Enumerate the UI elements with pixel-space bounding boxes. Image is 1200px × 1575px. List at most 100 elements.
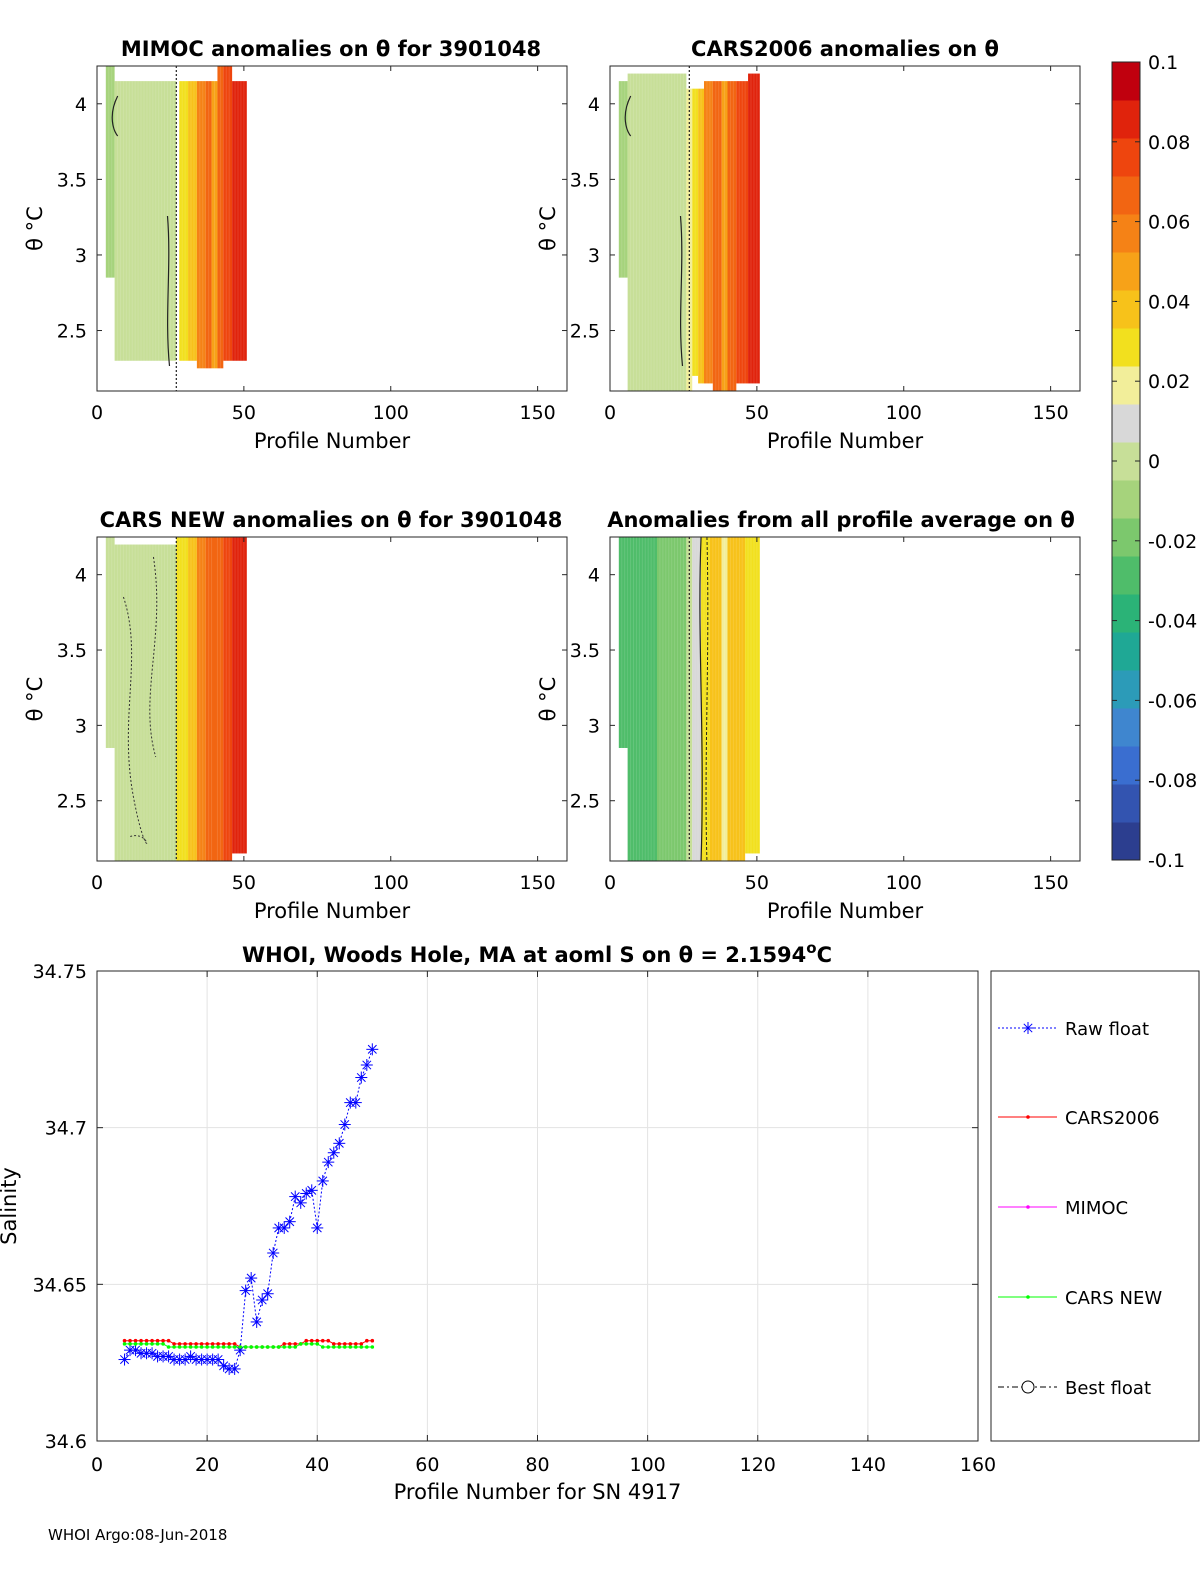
x-tick-label: 160 <box>960 1454 996 1476</box>
colorbar-tick-label: 0.04 <box>1148 291 1190 313</box>
cars-new-point <box>353 1345 358 1349</box>
heatmap-cells <box>618 66 760 391</box>
heatmap-column <box>739 537 746 861</box>
title-unit-c: C <box>817 943 832 967</box>
cars2006-point <box>188 1342 193 1346</box>
cars2006-point <box>150 1338 154 1343</box>
legend-label: CARS NEW <box>1065 1288 1162 1309</box>
x-tick-label: 150 <box>519 402 555 424</box>
contour-line <box>679 215 684 367</box>
x-tick-label: 100 <box>629 1454 665 1476</box>
x-tick-label: 150 <box>1032 872 1068 894</box>
cars2006-point <box>370 1338 375 1343</box>
raw-float-point <box>322 1156 335 1169</box>
heatmap-column <box>105 66 115 278</box>
heatmap-column <box>205 81 212 369</box>
y-tick-label: 3 <box>75 245 87 267</box>
cars-new-point <box>249 1345 253 1349</box>
cars-new-point <box>254 1345 259 1349</box>
colorbar-segment <box>1112 556 1140 595</box>
heatmap-column <box>223 537 233 861</box>
cars2006-point <box>320 1338 325 1343</box>
colorbar-segment <box>1112 328 1140 367</box>
heatmap-column <box>176 537 189 861</box>
colorbar: 0.1 0.08 0.06 0.04 0.02 0 -0.02 -0.04 -0.06 -0.08… <box>1111 52 1197 872</box>
heatmap-column <box>211 81 218 369</box>
panel-title: Anomalies from all profile average on θ <box>607 508 1075 532</box>
colorbar-tick-label: 0.02 <box>1148 371 1190 393</box>
x-tick-label: 50 <box>232 872 256 894</box>
cars-new-point <box>276 1345 281 1349</box>
heatmap-column <box>105 537 115 748</box>
raw-float-point <box>162 1350 175 1363</box>
axes-box <box>96 536 568 862</box>
y-tick-label: 3.5 <box>570 169 600 191</box>
y-tick-label: 34.6 <box>45 1431 87 1453</box>
heatmap-column <box>657 537 687 861</box>
heatmap-column <box>196 537 206 861</box>
cars2006-point <box>232 1342 237 1346</box>
y-tick-label: 2.5 <box>57 791 87 813</box>
colorbar-segment <box>1112 822 1140 861</box>
x-tick-label: 100 <box>373 872 409 894</box>
heatmap-column <box>727 537 740 861</box>
y-tick-label: 4 <box>75 94 87 116</box>
raw-float-point <box>212 1353 225 1366</box>
cars-new-point <box>122 1342 127 1346</box>
colorbar-segment <box>1112 480 1140 519</box>
x-tick-label: 100 <box>373 402 409 424</box>
cars-new-point <box>359 1345 364 1349</box>
y-axis-label: θ °C <box>536 206 560 251</box>
y-tick-label: 3 <box>588 715 600 737</box>
heatmap-cells <box>105 66 247 391</box>
heatmap-column <box>232 81 247 361</box>
cars-new-point <box>326 1345 331 1349</box>
colorbar-tick-label: 0.1 <box>1148 52 1178 74</box>
contour-line <box>122 596 148 844</box>
raw-float-point <box>305 1184 318 1197</box>
cars2006-point <box>183 1342 187 1346</box>
series-cars-new-line <box>124 1343 373 1348</box>
contour-line <box>149 556 158 758</box>
y-tick-label: 4 <box>75 565 87 587</box>
heatmap-column <box>709 537 722 861</box>
raw-float-point <box>333 1137 346 1150</box>
cars2006-point <box>161 1338 165 1343</box>
cars-new-point <box>265 1345 270 1349</box>
cars-new-point <box>210 1345 215 1349</box>
cars2006-point <box>194 1342 198 1346</box>
legend-label: MIMOC <box>1065 1198 1128 1219</box>
raw-float-point <box>349 1096 362 1109</box>
contour-line <box>111 95 119 137</box>
axes-box <box>96 65 568 392</box>
heatmap-column <box>179 81 189 361</box>
colorbar-segment <box>1112 214 1140 253</box>
cars2006-point <box>293 1342 298 1346</box>
cars-new-point <box>315 1342 320 1346</box>
axes-box <box>609 65 1081 392</box>
x-tick-label: 150 <box>519 872 555 894</box>
x-tick-label: 100 <box>886 872 922 894</box>
raw-float-point <box>294 1196 307 1209</box>
x-tick-label: 50 <box>232 402 256 424</box>
axes-box <box>609 536 1081 862</box>
x-axis-label: Profile Number <box>254 429 411 453</box>
y-tick-label: 2.5 <box>570 321 600 343</box>
cars2006-point <box>365 1338 369 1343</box>
heatmap-panel-1: 0 50 100 150 2.5 3 3.5 4 MIMOC anomalies on θ fo… <box>23 37 568 453</box>
x-tick-label: 80 <box>525 1454 549 1476</box>
heatmap-panel-4: 0 50 100 150 2.5 3 3.5 4 Anomalies from all prof… <box>536 508 1081 923</box>
cars-new-point <box>238 1345 242 1349</box>
x-tick-label: 100 <box>886 402 922 424</box>
y-tick-label: 3 <box>588 245 600 267</box>
cars2006-point <box>205 1342 209 1346</box>
colorbar-segment <box>1112 62 1140 101</box>
panel-title: CARS2006 anomalies on θ <box>691 37 999 61</box>
cars2006-point <box>348 1342 353 1346</box>
cars2006-point <box>304 1338 309 1343</box>
cars-new-point <box>150 1342 154 1346</box>
y-axis-label: Salinity <box>0 1167 21 1245</box>
raw-float-point <box>360 1059 373 1071</box>
cars-new-point <box>287 1345 292 1349</box>
legend-item-mimoc: MIMOC <box>998 1198 1128 1219</box>
